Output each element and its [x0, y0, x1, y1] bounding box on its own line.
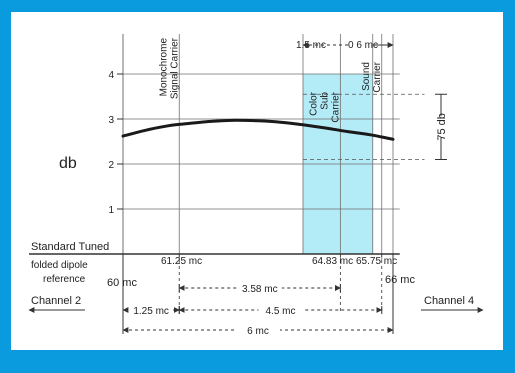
freq-60-mc: 60 mc [107, 277, 137, 289]
ratio-label: 75 db [436, 113, 448, 141]
response-chart: 1 2 3 4 db Monochrome Signal Carrier Color Sub… [28, 34, 484, 337]
reference-label-2: reference [43, 274, 86, 285]
channel-right-label: Channel 4 [424, 295, 474, 307]
chart-panel: 1 2 3 4 db Monochrome Signal Carrier Color Sub… [11, 12, 503, 350]
channel-left-label: Channel 2 [31, 295, 81, 307]
response-curve [121, 118, 395, 141]
top-span-0-6-mc: 0 6 mc [348, 40, 378, 51]
carrier-label-0-0: Monochrome [158, 38, 169, 97]
y-axis-label: db [59, 155, 77, 172]
carrier-label-1-0: Color [308, 91, 319, 116]
baseline-label: Standard Tuned [31, 241, 109, 253]
span-3-58-mc: 3.58 mc [242, 284, 278, 295]
freq-66-mc: 66 mc [385, 274, 415, 286]
frequency-span-arrows: 1.25 mc 3.58 mc 4.5 mc 6 mc [122, 42, 394, 337]
y-tick-label-1: 1 [108, 205, 114, 216]
carrier-label-0-1: Signal Carrier [169, 37, 180, 99]
span-6-mc: 6 mc [247, 326, 269, 337]
carrier-label-1-1: Sub [319, 92, 330, 110]
y-tick-label-3: 3 [108, 115, 114, 126]
freq-61-25-mc: 61.25 mc [161, 256, 202, 267]
y-tick-label-4: 4 [108, 70, 114, 81]
freq-64-83-mc: 64.83 mc [312, 256, 353, 267]
reference-label-1: folded dipole [31, 260, 88, 271]
grid-lines [117, 34, 400, 274]
carrier-label-1-2: Carrier [330, 91, 341, 122]
freq-65-75-mc: 65.75 mc [356, 256, 397, 267]
carrier-label-2-1: Carrier [372, 61, 383, 92]
span-4-5-mc: 4.5 mc [265, 306, 295, 317]
db-ratio-bracket [435, 93, 447, 160]
y-tick-label-2: 2 [108, 160, 114, 171]
span-1-25-mc: 1.25 mc [133, 306, 169, 317]
y-tick-labels: 1 2 3 4 [108, 70, 114, 216]
carrier-label-2-0: Sound [361, 62, 372, 91]
